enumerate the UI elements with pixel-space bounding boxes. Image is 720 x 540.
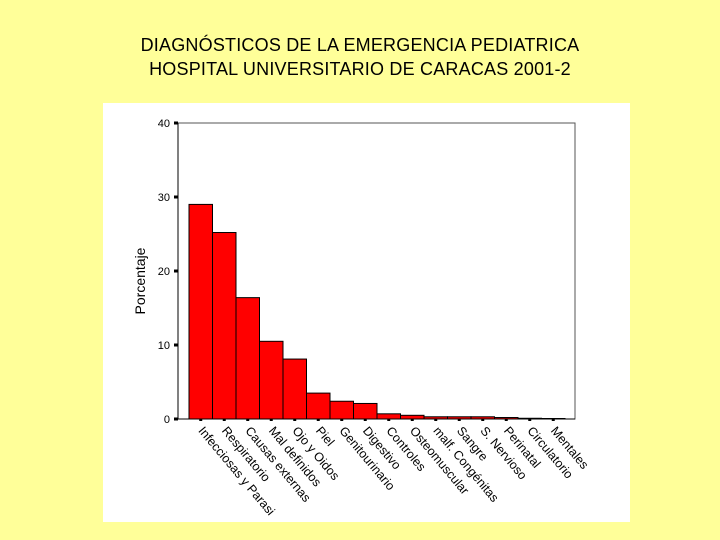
- bar: [212, 232, 237, 420]
- y-tick-label: 20: [158, 266, 170, 278]
- bar: [188, 203, 213, 420]
- y-tick-label: 10: [158, 340, 170, 352]
- bar: [306, 392, 331, 420]
- bar: [282, 358, 307, 420]
- bar: [353, 402, 378, 420]
- y-tick-label: 30: [158, 192, 170, 204]
- bar: [259, 340, 284, 420]
- y-tick-label: 0: [164, 414, 170, 426]
- slide-title: DIAGNÓSTICOS DE LA EMERGENCIA PEDIATRICA…: [0, 33, 720, 81]
- bar: [235, 297, 260, 420]
- title-line-1: DIAGNÓSTICOS DE LA EMERGENCIA PEDIATRICA: [140, 35, 580, 55]
- bar: [400, 414, 425, 420]
- bar: [329, 400, 354, 420]
- bar: [376, 413, 401, 420]
- y-axis-title: Porcentaje: [132, 247, 148, 314]
- title-line-2: HOSPITAL UNIVERSITARIO DE CARACAS 2001-2: [149, 59, 571, 79]
- y-tick-label: 40: [158, 118, 170, 130]
